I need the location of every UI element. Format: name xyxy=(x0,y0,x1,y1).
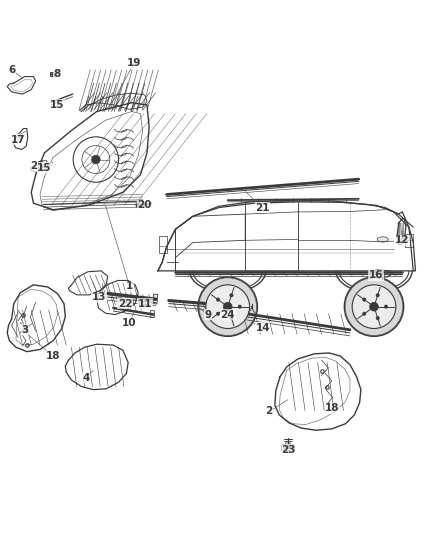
Text: 3: 3 xyxy=(21,325,28,335)
FancyBboxPatch shape xyxy=(221,318,234,321)
Circle shape xyxy=(92,155,100,164)
Circle shape xyxy=(370,302,378,311)
Circle shape xyxy=(223,302,232,311)
Circle shape xyxy=(286,441,290,446)
Text: 10: 10 xyxy=(122,318,137,328)
Text: 4: 4 xyxy=(82,373,89,383)
Circle shape xyxy=(363,312,366,316)
Text: 9: 9 xyxy=(205,310,212,319)
Text: 15: 15 xyxy=(37,163,52,173)
Text: 8: 8 xyxy=(54,69,61,78)
Circle shape xyxy=(198,277,258,336)
Circle shape xyxy=(230,317,233,320)
Text: 14: 14 xyxy=(255,322,270,333)
Text: 25: 25 xyxy=(31,161,45,171)
Text: 19: 19 xyxy=(127,59,141,68)
Text: 22: 22 xyxy=(118,298,132,309)
Bar xyxy=(159,236,167,253)
Circle shape xyxy=(230,294,233,297)
Bar xyxy=(152,294,158,304)
Circle shape xyxy=(384,305,388,309)
Text: 1: 1 xyxy=(126,281,133,291)
Text: 11: 11 xyxy=(138,298,152,309)
Text: 6: 6 xyxy=(8,65,15,75)
Text: 24: 24 xyxy=(220,310,235,319)
Circle shape xyxy=(376,317,379,320)
Circle shape xyxy=(216,298,220,301)
Ellipse shape xyxy=(377,237,388,242)
Text: 18: 18 xyxy=(325,403,340,414)
Circle shape xyxy=(344,277,404,336)
Circle shape xyxy=(238,305,241,309)
Text: 15: 15 xyxy=(50,100,65,110)
Text: 12: 12 xyxy=(395,235,410,245)
Circle shape xyxy=(352,285,396,328)
Text: 20: 20 xyxy=(138,200,152,211)
FancyBboxPatch shape xyxy=(282,445,294,451)
Circle shape xyxy=(376,294,379,297)
Circle shape xyxy=(206,285,250,328)
Bar xyxy=(405,234,413,247)
Text: 23: 23 xyxy=(282,445,296,455)
Circle shape xyxy=(216,312,220,316)
Circle shape xyxy=(363,298,366,301)
Text: 2: 2 xyxy=(265,407,273,416)
Text: 17: 17 xyxy=(11,135,25,145)
Text: 18: 18 xyxy=(46,351,60,361)
Text: 13: 13 xyxy=(92,292,106,302)
Bar xyxy=(150,310,154,317)
Text: 21: 21 xyxy=(255,203,270,213)
Text: 16: 16 xyxy=(369,270,383,280)
